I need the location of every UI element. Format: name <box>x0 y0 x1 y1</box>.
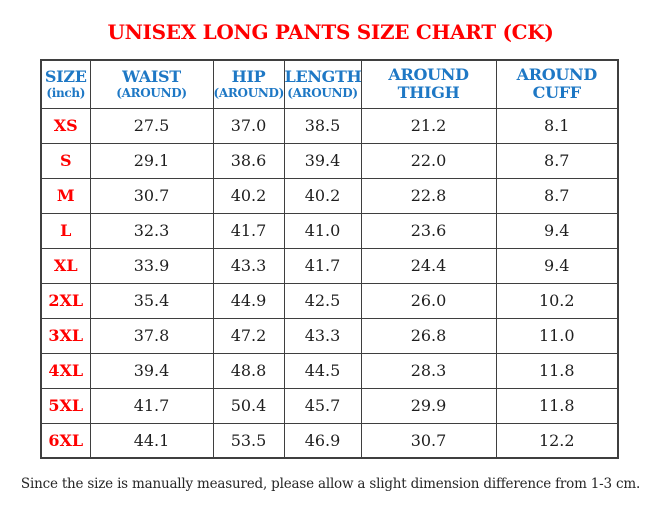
value-cell: 26.8 <box>360 317 497 354</box>
value-cell: 11.0 <box>495 317 619 354</box>
value-cell: 32.3 <box>89 212 214 249</box>
table-row-s: S 29.1 38.6 39.4 22.0 8.7 <box>40 142 619 179</box>
value-cell: 27.5 <box>89 107 214 144</box>
column-header-line2: THIGH <box>397 83 460 103</box>
table-row-4xl: 4XL 39.4 48.8 44.5 28.3 11.8 <box>40 352 619 389</box>
value-cell: 37.0 <box>212 107 285 144</box>
column-header-line1: SIZE <box>44 66 87 86</box>
value-cell: 22.0 <box>360 142 497 179</box>
column-header-line1: HIP <box>231 66 266 86</box>
size-cell: M <box>40 177 91 214</box>
value-cell: 50.4 <box>212 387 285 424</box>
column-header-around-cuff: AROUND CUFF <box>495 59 619 109</box>
value-cell: 38.6 <box>212 142 285 179</box>
value-cell: 8.7 <box>495 177 619 214</box>
page-title: UNISEX LONG PANTS SIZE CHART (CK) <box>107 20 554 44</box>
column-header-length-around: LENGTH (AROUND) <box>283 59 362 109</box>
value-cell: 39.4 <box>89 352 214 389</box>
header-row: SIZE (inch) WAIST (AROUND) HIP (AROUND) LENGTH… <box>40 59 619 109</box>
column-header-line1: AROUND <box>516 64 598 84</box>
value-cell: 46.9 <box>283 422 362 459</box>
value-cell: 42.5 <box>283 282 362 319</box>
value-cell: 53.5 <box>212 422 285 459</box>
value-cell: 10.2 <box>495 282 619 319</box>
size-cell: 4XL <box>40 352 91 389</box>
column-header-line1: LENGTH <box>284 66 361 86</box>
column-header-line1: AROUND <box>388 64 469 84</box>
table-row-2xl: 2XL 35.4 44.9 42.5 26.0 10.2 <box>40 282 619 319</box>
size-cell: L <box>40 212 91 249</box>
value-cell: 22.8 <box>360 177 497 214</box>
size-cell: S <box>40 142 91 179</box>
value-cell: 9.4 <box>495 247 619 284</box>
column-header-hip-around: HIP (AROUND) <box>212 59 285 109</box>
table-body: XS 27.5 37.0 38.5 21.2 8.1 S 29.1 38.6 39.4 22.0 8.… <box>40 107 619 459</box>
value-cell: 29.9 <box>360 387 497 424</box>
table-row-5xl: 5XL 41.7 50.4 45.7 29.9 11.8 <box>40 387 619 424</box>
column-header-line2: CUFF <box>532 83 582 103</box>
size-cell: 2XL <box>40 282 91 319</box>
value-cell: 11.8 <box>495 387 619 424</box>
value-cell: 30.7 <box>89 177 214 214</box>
value-cell: 47.2 <box>212 317 285 354</box>
value-cell: 41.7 <box>212 212 285 249</box>
value-cell: 39.4 <box>283 142 362 179</box>
value-cell: 8.7 <box>495 142 619 179</box>
value-cell: 44.5 <box>283 352 362 389</box>
value-cell: 41.0 <box>283 212 362 249</box>
footer-note: Since the size is manually measured, ple… <box>20 476 641 492</box>
column-header-waist-around: WAIST (AROUND) <box>89 59 214 109</box>
column-header-line2: (AROUND) <box>116 86 187 101</box>
table-header: SIZE (inch) WAIST (AROUND) HIP (AROUND) LENGTH… <box>40 59 619 109</box>
value-cell: 41.7 <box>283 247 362 284</box>
table-row-6xl: 6XL 44.1 53.5 46.9 30.7 12.2 <box>40 422 619 459</box>
value-cell: 44.1 <box>89 422 214 459</box>
column-header-around-thigh: AROUND THIGH <box>360 59 497 109</box>
column-header-line2: (inch) <box>46 86 86 101</box>
table-row-m: M 30.7 40.2 40.2 22.8 8.7 <box>40 177 619 214</box>
value-cell: 44.9 <box>212 282 285 319</box>
size-cell: XL <box>40 247 91 284</box>
value-cell: 43.3 <box>212 247 285 284</box>
value-cell: 38.5 <box>283 107 362 144</box>
size-cell: 3XL <box>40 317 91 354</box>
value-cell: 40.2 <box>283 177 362 214</box>
table-row-xl: XL 33.9 43.3 41.7 24.4 9.4 <box>40 247 619 284</box>
size-cell: 6XL <box>40 422 91 459</box>
value-cell: 35.4 <box>89 282 214 319</box>
column-header-line1: WAIST <box>122 66 181 86</box>
value-cell: 43.3 <box>283 317 362 354</box>
value-cell: 41.7 <box>89 387 214 424</box>
column-header-line2: (AROUND) <box>287 86 358 101</box>
size-cell: XS <box>40 107 91 144</box>
size-chart-table: SIZE (inch) WAIST (AROUND) HIP (AROUND) LENGTH… <box>40 59 619 459</box>
value-cell: 23.6 <box>360 212 497 249</box>
value-cell: 26.0 <box>360 282 497 319</box>
value-cell: 33.9 <box>89 247 214 284</box>
column-header-size-inch: SIZE (inch) <box>40 59 91 109</box>
value-cell: 30.7 <box>360 422 497 459</box>
value-cell: 37.8 <box>89 317 214 354</box>
value-cell: 9.4 <box>495 212 619 249</box>
value-cell: 29.1 <box>89 142 214 179</box>
value-cell: 8.1 <box>495 107 619 144</box>
value-cell: 11.8 <box>495 352 619 389</box>
table-row-xs: XS 27.5 37.0 38.5 21.2 8.1 <box>40 107 619 144</box>
value-cell: 12.2 <box>495 422 619 459</box>
table-row-3xl: 3XL 37.8 47.2 43.3 26.8 11.0 <box>40 317 619 354</box>
value-cell: 24.4 <box>360 247 497 284</box>
value-cell: 45.7 <box>283 387 362 424</box>
size-cell: 5XL <box>40 387 91 424</box>
value-cell: 21.2 <box>360 107 497 144</box>
value-cell: 28.3 <box>360 352 497 389</box>
value-cell: 48.8 <box>212 352 285 389</box>
table-row-l: L 32.3 41.7 41.0 23.6 9.4 <box>40 212 619 249</box>
value-cell: 40.2 <box>212 177 285 214</box>
column-header-line2: (AROUND) <box>213 86 284 101</box>
